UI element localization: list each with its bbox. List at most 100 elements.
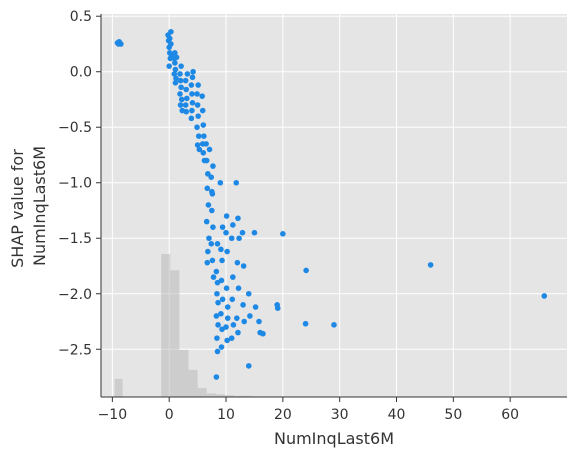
scatter-point <box>219 296 226 303</box>
y-tick-label: −1.5 <box>58 231 92 247</box>
scatter-point <box>194 142 201 148</box>
scatter-point <box>190 68 196 75</box>
scatter-point <box>302 320 309 327</box>
scatter-point <box>234 259 241 266</box>
histogram-bar <box>114 378 123 397</box>
scatter-point <box>178 84 184 91</box>
scatter-point <box>166 35 173 42</box>
scatter-point <box>116 38 122 45</box>
scatter-point <box>235 329 241 336</box>
scatter-point <box>201 133 207 139</box>
y-tick-label: −2.0 <box>58 287 92 303</box>
scatter-point <box>204 259 211 266</box>
scatter-point <box>172 66 179 73</box>
scatter-point <box>188 82 195 88</box>
scatter-point <box>206 146 213 153</box>
scatter-point <box>178 63 184 69</box>
feature-histogram <box>114 254 253 397</box>
scatter-point <box>182 77 189 84</box>
scatter-point <box>172 60 178 66</box>
histogram-bar <box>170 270 180 397</box>
x-tick-label: 50 <box>444 407 462 423</box>
scatter-point <box>173 75 179 82</box>
scatter-point <box>182 102 189 108</box>
scatter-point <box>223 229 229 236</box>
scatter-point <box>205 202 212 208</box>
scatter-point <box>210 274 217 280</box>
histogram-bar <box>215 394 225 397</box>
scatter-point <box>224 315 231 321</box>
scatter-point <box>178 96 185 103</box>
scatter-point <box>189 91 195 97</box>
scatter-point <box>280 231 286 237</box>
scatter-point <box>171 71 178 77</box>
scatter-point <box>235 215 241 222</box>
scatter-point <box>195 82 201 88</box>
histogram-bar <box>233 395 253 397</box>
scatter-point <box>199 93 205 99</box>
scatter-point <box>203 141 209 147</box>
axes <box>100 14 567 398</box>
scatter-point <box>199 107 206 114</box>
scatter-point <box>166 63 172 69</box>
x-tick-label: 30 <box>331 407 349 423</box>
y-axis-label: SHAP value for NumInqLast6M <box>8 144 49 268</box>
scatter-point <box>194 91 200 97</box>
scatter-point <box>245 363 252 369</box>
scatter-point <box>233 179 240 186</box>
x-tick-label: 0 <box>165 407 174 423</box>
histogram-bar <box>188 369 198 397</box>
scatter-point <box>204 185 211 192</box>
scatter-point <box>183 108 190 115</box>
y-tick-label: 0.0 <box>70 65 92 81</box>
scatter-point <box>168 41 174 47</box>
x-tick-label: 20 <box>274 407 292 423</box>
scatter-point <box>228 235 235 242</box>
grid-lines <box>101 14 567 397</box>
scatter-point <box>252 304 259 310</box>
scatter-point <box>177 77 184 84</box>
scatter-point <box>213 313 220 319</box>
scatter-point <box>260 330 266 337</box>
scatter-point <box>274 305 281 311</box>
scatter-point <box>210 163 216 169</box>
histogram-bar <box>206 393 216 397</box>
scatter-point <box>230 322 237 328</box>
scatter-point <box>224 304 231 310</box>
x-axis-label: NumInqLast6M <box>274 429 394 448</box>
scatter-point <box>239 229 246 236</box>
scatter-point <box>213 374 220 380</box>
y-axis-label-line-2: NumInqLast6M <box>30 146 49 266</box>
scatter-point <box>224 337 230 344</box>
histogram-bar <box>161 254 171 397</box>
scatter-point <box>228 335 235 341</box>
scatter-point <box>189 100 196 106</box>
scatter-point <box>203 218 210 225</box>
scatter-point <box>177 91 183 97</box>
scatter-point <box>173 54 180 61</box>
scatter-point <box>256 318 262 325</box>
scatter-point <box>196 146 203 153</box>
scatter-point <box>215 299 221 306</box>
scatter-point <box>230 222 236 228</box>
scatter-point <box>245 290 252 297</box>
scatter-point <box>194 124 200 131</box>
x-ticks: −10 0 10 20 30 40 50 60 <box>98 397 519 423</box>
scatter-point <box>189 74 196 81</box>
scatter-point <box>209 188 215 195</box>
scatter-point <box>214 335 220 341</box>
scatter-point <box>218 246 224 253</box>
data-points <box>114 28 548 380</box>
y-tick-label: 0.5 <box>70 9 92 25</box>
y-tick-label: −1.0 <box>58 176 92 192</box>
scatter-point <box>172 50 178 56</box>
scatter-point <box>189 107 195 114</box>
scatter-point <box>200 122 207 128</box>
y-ticks: 0.5 0.0 −0.5 −1.0 −1.5 −2.0 −2.5 <box>58 9 101 358</box>
scatter-point <box>168 28 174 35</box>
scatter-point <box>541 293 548 299</box>
scatter-point <box>206 235 212 242</box>
scatter-point <box>427 262 434 268</box>
y-tick-label: −0.5 <box>58 120 92 136</box>
scatter-point <box>194 102 201 108</box>
